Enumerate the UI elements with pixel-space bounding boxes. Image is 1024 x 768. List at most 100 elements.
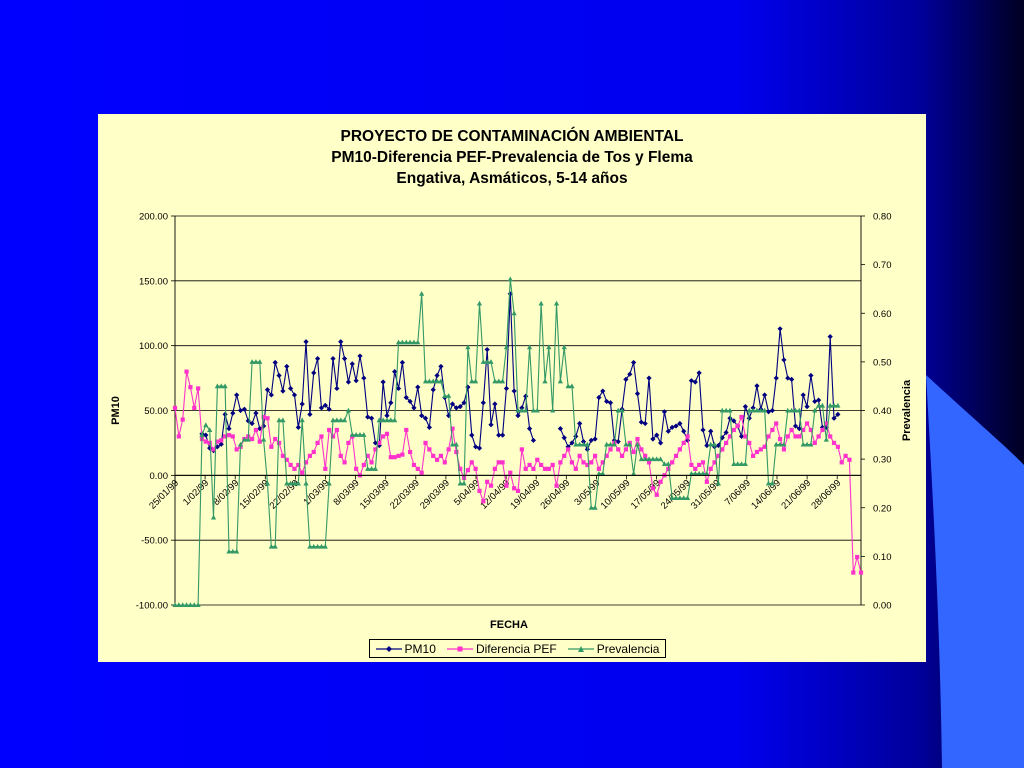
data-point-prevalencia — [384, 417, 390, 423]
data-point-diferencia-pef — [196, 386, 201, 391]
data-point-diferencia-pef — [477, 488, 482, 493]
data-point-diferencia-pef — [342, 460, 347, 465]
data-point-pm10 — [592, 436, 598, 442]
data-point-diferencia-pef — [689, 462, 694, 468]
data-point-prevalencia — [503, 344, 510, 350]
data-point-pm10 — [677, 420, 683, 427]
data-point-pm10 — [511, 388, 517, 394]
data-point-diferencia-pef — [527, 462, 532, 468]
data-point-diferencia-pef — [816, 434, 821, 439]
data-point-pm10 — [503, 385, 510, 392]
data-point-diferencia-pef — [361, 462, 366, 468]
data-point-diferencia-pef — [458, 466, 463, 471]
data-point-prevalencia — [823, 436, 829, 442]
data-point-diferencia-pef — [635, 436, 640, 442]
y-tick-label: 0.00 — [150, 471, 169, 482]
data-point-pm10 — [654, 432, 660, 438]
data-point-pm10 — [226, 426, 232, 432]
data-point-pm10 — [708, 428, 714, 434]
data-point-prevalencia — [187, 602, 194, 607]
data-point-prevalencia — [812, 407, 818, 413]
data-point-diferencia-pef — [604, 453, 609, 458]
data-point-prevalencia — [341, 417, 348, 423]
data-point-prevalencia — [835, 402, 841, 408]
data-point-diferencia-pef — [789, 427, 794, 433]
data-point-pm10 — [823, 424, 829, 430]
data-point-prevalencia — [395, 339, 402, 345]
data-point-pm10 — [762, 392, 768, 398]
data-point-diferencia-pef — [411, 462, 417, 468]
data-point-pm10 — [457, 404, 463, 410]
data-point-diferencia-pef — [608, 447, 613, 452]
data-point-diferencia-pef — [762, 444, 767, 449]
data-point-prevalencia — [218, 383, 224, 389]
chart-plot: 200.00 150.00 100.00 50.00 0.00 -50.00 -100.00… — [110, 212, 913, 632]
data-point-prevalencia — [357, 432, 363, 437]
data-point-pm10 — [769, 407, 775, 414]
data-point-prevalencia — [731, 461, 737, 466]
data-point-prevalencia — [473, 378, 479, 384]
data-point-pm10 — [738, 433, 745, 440]
data-point-diferencia-pef — [473, 466, 478, 471]
legend-item-pm10: PM10 — [375, 642, 436, 656]
data-point-pm10 — [434, 372, 440, 379]
data-point-prevalencia — [268, 543, 274, 549]
data-point-diferencia-pef — [631, 449, 636, 455]
data-point-pm10 — [569, 440, 575, 446]
data-point-pm10 — [484, 346, 490, 353]
data-point-prevalencia — [372, 466, 379, 471]
data-point-diferencia-pef — [566, 447, 571, 452]
data-point-diferencia-pef — [820, 427, 825, 433]
data-point-prevalencia — [446, 393, 452, 398]
data-point-prevalencia — [295, 480, 301, 486]
data-point-prevalencia — [792, 407, 799, 413]
data-point-prevalencia — [469, 378, 475, 384]
data-point-pm10 — [368, 415, 375, 421]
data-point-prevalencia — [538, 300, 544, 306]
x-tick-label: 28/06/99 — [809, 478, 843, 512]
data-point-prevalencia — [800, 441, 806, 447]
data-point-prevalencia — [499, 378, 506, 384]
data-point-diferencia-pef — [180, 417, 185, 422]
data-point-prevalencia — [762, 407, 768, 413]
data-point-diferencia-pef — [311, 449, 316, 455]
data-point-pm10 — [334, 385, 340, 392]
data-point-prevalencia — [634, 441, 641, 447]
data-point-prevalencia — [330, 417, 336, 423]
y-tick-label: 150.00 — [139, 276, 168, 287]
data-point-diferencia-pef — [469, 460, 474, 465]
data-point-prevalencia — [496, 378, 502, 384]
data-point-prevalencia — [407, 339, 413, 345]
data-point-pm10 — [804, 404, 810, 410]
data-point-prevalencia — [565, 383, 571, 389]
data-point-prevalencia — [738, 461, 745, 466]
data-point-diferencia-pef — [492, 466, 497, 471]
data-point-diferencia-pef — [554, 483, 559, 488]
data-point-pm10 — [731, 418, 737, 424]
data-point-diferencia-pef — [654, 492, 659, 497]
data-point-prevalencia — [546, 344, 552, 350]
data-point-pm10 — [530, 437, 537, 443]
data-point-diferencia-pef — [481, 499, 486, 504]
data-point-diferencia-pef — [550, 462, 555, 468]
data-point-diferencia-pef — [396, 453, 401, 458]
data-point-pm10 — [627, 371, 633, 377]
data-point-prevalencia — [241, 436, 247, 442]
data-point-prevalencia — [715, 480, 722, 486]
data-point-diferencia-pef — [188, 385, 193, 390]
data-point-prevalencia — [704, 470, 710, 476]
legend-label-diferencia-pef: Diferencia PEF — [475, 641, 557, 656]
data-point-prevalencia — [638, 456, 644, 462]
data-point-prevalencia — [611, 441, 617, 447]
data-point-diferencia-pef — [392, 455, 397, 460]
data-point-diferencia-pef — [381, 434, 386, 439]
data-point-diferencia-pef — [535, 457, 540, 462]
data-point-prevalencia — [819, 402, 826, 408]
data-point-pm10 — [222, 411, 228, 417]
data-point-pm10 — [488, 422, 494, 428]
data-point-prevalencia — [288, 480, 294, 486]
data-point-diferencia-pef — [223, 434, 228, 439]
data-point-prevalencia — [646, 456, 652, 462]
data-point-pm10 — [218, 441, 224, 447]
data-point-prevalencia — [415, 339, 421, 345]
